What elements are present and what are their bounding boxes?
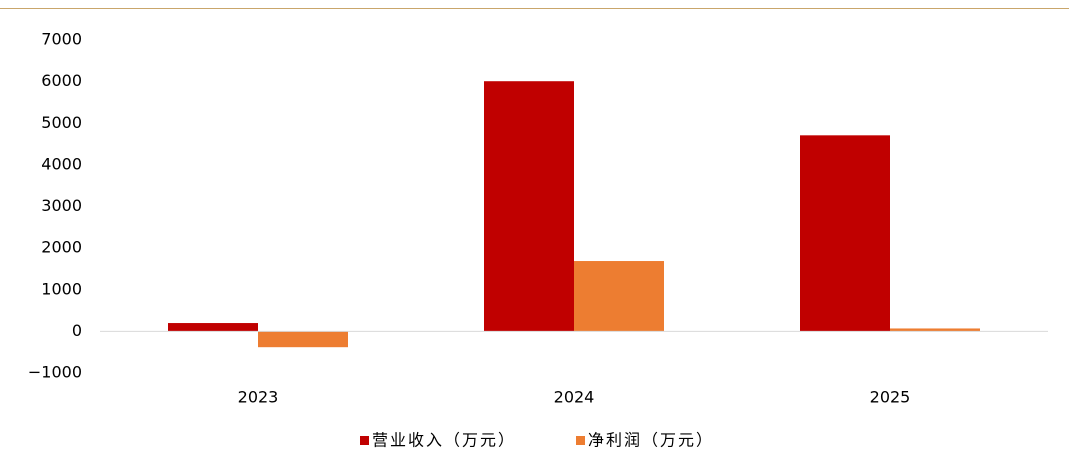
legend-swatch <box>360 436 369 445</box>
bar <box>574 261 664 332</box>
y-tick-label: 1000 <box>41 279 82 298</box>
bar <box>168 323 258 332</box>
y-tick-label: −1000 <box>28 363 82 382</box>
y-tick-label: 4000 <box>41 154 82 173</box>
y-tick-label: 2000 <box>41 238 82 257</box>
y-tick-label: 5000 <box>41 113 82 132</box>
legend-label: 净利润（万元） <box>588 431 714 450</box>
legend-swatch <box>576 436 585 445</box>
legend-label: 营业收入（万元） <box>372 431 516 450</box>
bar <box>800 135 890 332</box>
y-tick-label: 7000 <box>41 30 82 49</box>
y-tick-label: 3000 <box>41 196 82 215</box>
bar <box>258 331 348 348</box>
x-tick-label: 2024 <box>554 388 595 407</box>
x-tick-label: 2023 <box>238 388 279 407</box>
x-tick-label: 2025 <box>870 388 911 407</box>
bar <box>484 81 574 332</box>
y-tick-label: 6000 <box>41 71 82 90</box>
bar <box>890 328 980 332</box>
y-tick-label: 0 <box>72 321 82 340</box>
